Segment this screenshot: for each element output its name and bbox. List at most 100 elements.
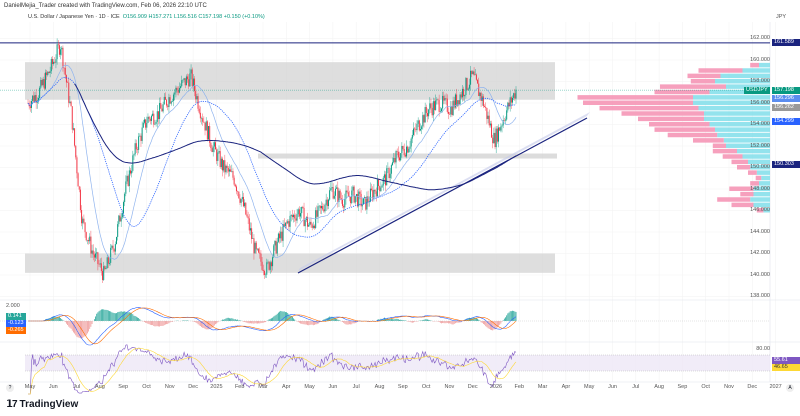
candle-body	[413, 128, 415, 135]
macd-histogram-bar	[152, 321, 154, 326]
candle-body	[425, 107, 427, 114]
candle-body	[133, 154, 135, 156]
macd-histogram-bar	[308, 321, 310, 326]
macd-histogram-bar	[492, 321, 494, 331]
auto-scale-button[interactable]: A	[786, 384, 794, 392]
macd-histogram-bar	[246, 321, 248, 323]
candle-body	[60, 49, 62, 55]
macd-histogram-bar	[103, 309, 105, 321]
candle-body	[381, 185, 383, 188]
candle-body	[46, 72, 48, 76]
macd-histogram-bar	[408, 321, 410, 322]
candle-body	[496, 128, 498, 142]
time-tick: Nov	[164, 384, 175, 390]
candle-body	[127, 175, 129, 186]
candle-body	[501, 125, 503, 127]
candle-body	[310, 221, 312, 225]
support-zone	[25, 253, 555, 273]
macd-histogram-bar	[284, 312, 286, 321]
macd-value-tag: -0.123	[6, 320, 26, 327]
vp-buy-bar	[720, 73, 770, 79]
macd-histogram-bar	[239, 320, 241, 321]
time-tick: Oct	[701, 384, 710, 390]
candle-body	[493, 132, 495, 144]
ma-20-line	[27, 65, 517, 260]
time-tick: May	[304, 384, 315, 390]
time-tick: Dec	[188, 384, 198, 390]
candle-body	[314, 225, 316, 228]
candle-body	[64, 67, 66, 76]
macd-histogram-bar	[493, 321, 495, 330]
macd-histogram-bar	[198, 321, 200, 326]
candle-body	[104, 266, 106, 270]
timezone-button[interactable]: ?	[6, 384, 14, 392]
time-tick: Aug	[94, 384, 105, 390]
symbol-tag: USDJPY	[744, 86, 770, 94]
candle-body	[298, 209, 300, 217]
candle-body	[401, 145, 403, 154]
candle-body	[205, 121, 207, 131]
candle-body	[339, 190, 341, 199]
signal-line	[28, 307, 517, 345]
candle-body	[295, 218, 297, 221]
candle-body	[49, 71, 51, 74]
candle-body	[300, 213, 302, 217]
candle-body	[153, 113, 155, 125]
candle-body	[196, 96, 198, 100]
candle-body	[509, 97, 511, 107]
candle-body	[56, 44, 58, 60]
candle-body	[352, 186, 354, 191]
candle-body	[82, 218, 84, 224]
macd-histogram-bar	[106, 310, 108, 321]
candle-body	[432, 101, 434, 116]
candle-body	[287, 221, 289, 224]
macd-histogram-bar	[466, 318, 468, 321]
candle-body	[208, 126, 210, 140]
vp-buy-bar	[693, 100, 770, 105]
candle-body	[309, 221, 311, 225]
candle-body	[119, 215, 121, 222]
macd-histogram-bar	[56, 316, 58, 321]
macd-histogram-bar	[161, 321, 163, 326]
candle-body	[424, 107, 426, 123]
candle-body	[97, 252, 99, 265]
candle-body	[481, 96, 483, 101]
macd-histogram-bar	[85, 321, 87, 336]
candle-body	[100, 263, 102, 271]
candle-body	[396, 151, 398, 152]
candle-body	[239, 197, 241, 203]
macd-histogram-bar	[402, 320, 404, 321]
candle-body	[190, 69, 192, 74]
macd-histogram-bar	[73, 321, 74, 333]
macd-histogram-bar	[83, 321, 85, 337]
macd-histogram-bar	[486, 321, 488, 328]
macd-histogram-bar	[389, 318, 391, 321]
candle-body	[72, 128, 74, 130]
macd-histogram-bar	[287, 312, 289, 321]
candle-body	[319, 205, 321, 209]
candle-body	[48, 71, 50, 74]
candle-body	[255, 242, 257, 250]
candle-body	[383, 174, 385, 178]
candle-body	[484, 106, 486, 107]
time-tick: 2026	[489, 384, 503, 390]
candle-body	[304, 220, 306, 227]
candle-body	[302, 206, 304, 208]
candle-body	[465, 78, 467, 95]
candle-body	[282, 224, 284, 241]
macd-histogram-bar	[425, 319, 427, 321]
macd-histogram-bar	[52, 316, 53, 321]
change-value: +0.150 (+0.10%)	[223, 14, 265, 20]
candle-body	[375, 191, 377, 197]
candle-body	[234, 184, 236, 187]
candle-body	[99, 263, 101, 265]
time-tick: Sep	[397, 384, 408, 390]
candle-body	[189, 73, 191, 87]
candle-body	[470, 70, 472, 85]
candle-body	[57, 44, 59, 46]
candle-body	[303, 207, 305, 227]
macd-histogram-bar	[396, 318, 398, 321]
candle-body	[168, 97, 170, 108]
macd-histogram-bar	[509, 311, 511, 321]
